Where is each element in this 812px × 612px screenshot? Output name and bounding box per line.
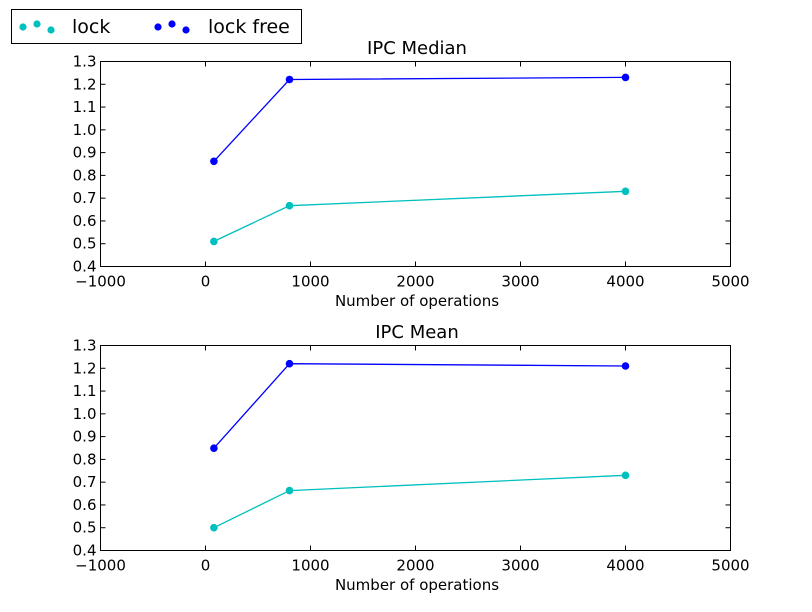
chart-title: IPC Median [367, 38, 467, 59]
x-tick-label: 5000 [711, 273, 749, 291]
data-point-lock [621, 471, 630, 480]
y-tick-label: 0.7 [73, 189, 97, 207]
y-tick-label: 0.6 [73, 212, 97, 230]
y-tick-label: 0.8 [73, 450, 97, 468]
x-axis-label: Number of operations [335, 292, 499, 310]
data-point-lock-free [285, 359, 294, 368]
x-tick-label: 2000 [396, 557, 434, 575]
data-point-lock [621, 187, 630, 196]
y-tick-label: 1.3 [73, 337, 97, 355]
data-point-lock-free [621, 73, 630, 82]
y-tick-label: 0.4 [73, 542, 97, 560]
legend-entry-lock: lock [19, 16, 110, 38]
legend-marker-lock [33, 20, 41, 28]
y-tick-label: 0.4 [73, 258, 97, 276]
y-tick-label: 0.7 [73, 473, 97, 491]
x-axis-label: Number of operations [335, 576, 499, 594]
legend-label-lock: lock [72, 16, 110, 38]
chart-title: IPC Mean [375, 322, 459, 343]
x-tick-label: 1000 [291, 273, 329, 291]
y-tick-label: 1.1 [73, 98, 97, 116]
legend-marker-lock [47, 26, 55, 34]
x-axis-ticks: −1000 0 1000 2000 3000 4000 5000 [75, 345, 750, 575]
x-axis-ticks: −1000 0 1000 2000 3000 4000 5000 [75, 61, 750, 291]
data-point-lock [210, 237, 218, 246]
data-point-lock-free [285, 75, 294, 84]
x-tick-label: 4000 [606, 273, 644, 291]
x-tick-label: 1000 [291, 557, 329, 575]
x-tick-label: 5000 [711, 557, 749, 575]
x-tick-label: 0 [201, 557, 211, 575]
data-point-lock [285, 486, 294, 495]
legend-marker-lock-free [168, 20, 176, 28]
legend-marker-lock-free [154, 23, 162, 31]
y-tick-label: 1.3 [73, 53, 97, 71]
y-tick-label: 1.0 [73, 405, 97, 423]
data-point-lock [285, 201, 294, 210]
y-tick-label: 1.0 [73, 121, 97, 139]
y-tick-label: 0.5 [73, 235, 97, 253]
y-tick-label: 0.5 [73, 519, 97, 537]
x-tick-label: 3000 [501, 273, 539, 291]
legend-entry-lock-free: lock free [154, 16, 290, 38]
y-tick-label: 0.8 [73, 166, 97, 184]
series-layer [210, 73, 630, 246]
x-tick-label: 4000 [606, 557, 644, 575]
subplot-ipc-mean: IPC Mean −1000 0 1000 2000 3000 4000 5000 0.40… [73, 322, 750, 594]
y-tick-label: 0.9 [73, 428, 97, 446]
data-point-lock-free [621, 362, 630, 370]
data-point-lock-free [210, 444, 218, 453]
series-layer [210, 359, 630, 532]
data-point-lock-free [210, 157, 218, 166]
y-tick-label: 0.9 [73, 144, 97, 162]
legend: lock lock free [11, 9, 302, 44]
y-tick-label: 1.2 [73, 75, 97, 93]
data-point-lock [210, 523, 218, 532]
y-axis-ticks: 0.4 0.5 0.6 0.7 0.8 0.9 1.0 1.1 1.2 1.3 [73, 53, 731, 276]
y-tick-label: 1.2 [73, 359, 97, 377]
x-tick-label: 3000 [501, 557, 539, 575]
x-tick-label: 2000 [396, 273, 434, 291]
y-tick-label: 1.1 [73, 382, 97, 400]
x-tick-label: −1000 [75, 557, 126, 575]
legend-marker-lock [19, 23, 27, 31]
subplot-ipc-median: IPC Median −1000 0 1000 2000 3000 4000 5000 0.… [73, 38, 750, 310]
x-tick-label: 0 [201, 273, 211, 291]
legend-marker-lock-free [182, 26, 190, 34]
x-tick-label: −1000 [75, 273, 126, 291]
legend-label-lock-free: lock free [208, 16, 290, 38]
y-axis-ticks: 0.4 0.5 0.6 0.7 0.8 0.9 1.0 1.1 1.2 1.3 [73, 337, 731, 560]
y-tick-label: 0.6 [73, 496, 97, 514]
